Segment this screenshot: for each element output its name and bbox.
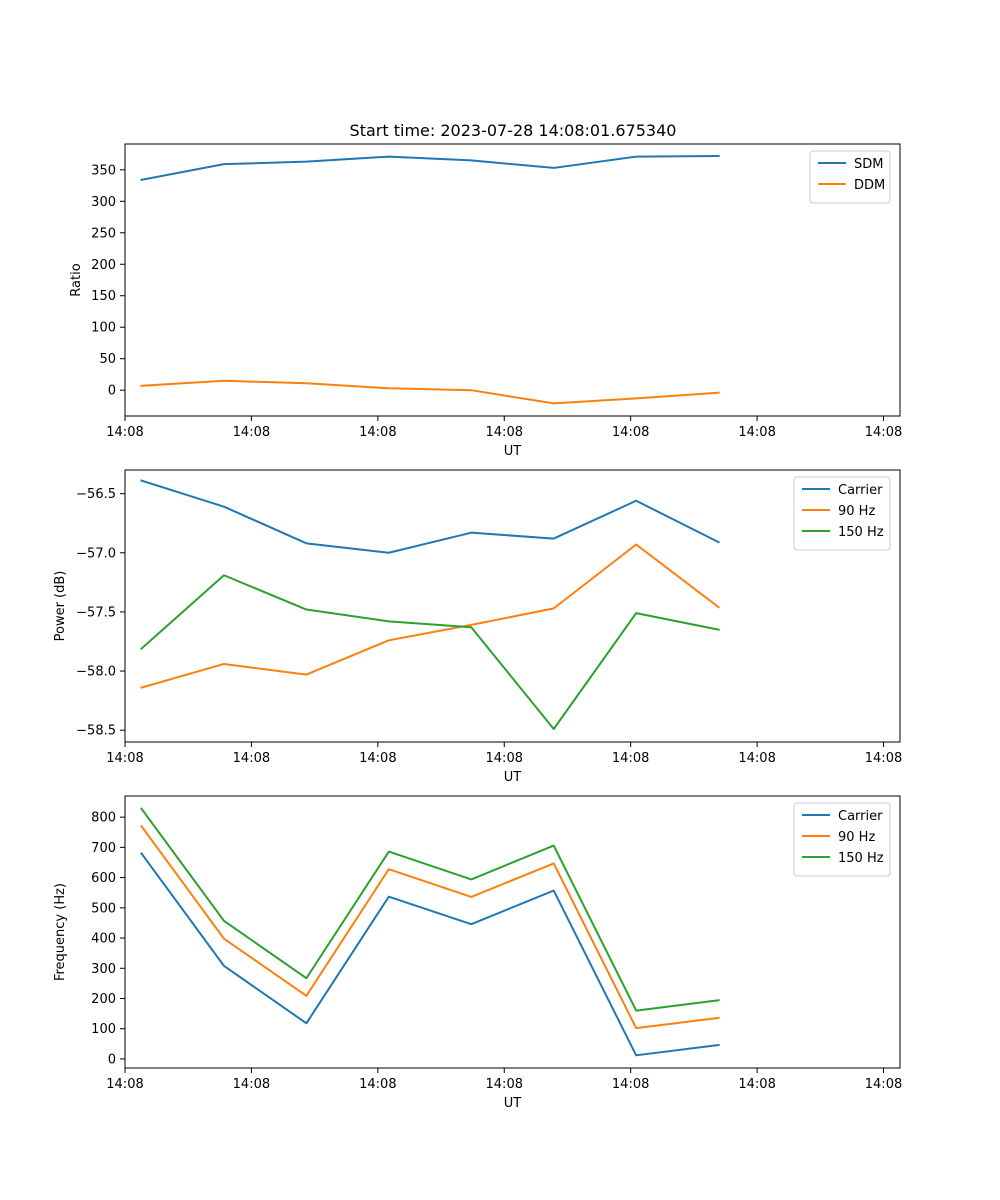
x-tick-label: 14:08 bbox=[233, 425, 270, 440]
y-axis-label: Power (dB) bbox=[53, 571, 68, 642]
y-tick-label: 0 bbox=[108, 384, 116, 399]
chart-panel-1: 14:08 14:08 14:08 14:08 14:08 14:08 14:08 0 50 10… bbox=[69, 143, 902, 459]
x-tick-label: 14:08 bbox=[612, 425, 649, 440]
chart-panel-3: 14:08 14:08 14:08 14:08 14:08 14:08 14:08 0 100 2… bbox=[53, 795, 902, 1111]
y-tick-label: 300 bbox=[91, 195, 116, 210]
x-axis-label: UT bbox=[504, 1096, 522, 1111]
x-tick-label: 14:08 bbox=[486, 751, 523, 766]
y-tick-label: 600 bbox=[91, 871, 116, 886]
y-tick-label: 500 bbox=[91, 901, 116, 916]
legend-label: 90 Hz bbox=[838, 830, 875, 845]
x-tick-label: 14:08 bbox=[106, 1077, 143, 1092]
x-tick-label: 14:08 bbox=[865, 1077, 902, 1092]
x-axis-label: UT bbox=[504, 770, 522, 785]
x-tick-label: 14:08 bbox=[359, 1077, 396, 1092]
series-line-150-hz bbox=[140, 807, 720, 1012]
x-tick-label: 14:08 bbox=[865, 425, 902, 440]
series-line-150-hz bbox=[140, 574, 720, 730]
series-line-90-hz bbox=[140, 824, 720, 1030]
x-axis-label: UT bbox=[504, 444, 522, 459]
x-tick-label: 14:08 bbox=[106, 751, 143, 766]
legend-label: SDM bbox=[854, 157, 883, 172]
series-line-ddm bbox=[140, 379, 720, 405]
y-tick-label: 100 bbox=[91, 1022, 116, 1037]
y-tick-label: −58.5 bbox=[76, 724, 116, 739]
y-tick-label: 800 bbox=[91, 811, 116, 826]
axes-frame bbox=[124, 795, 901, 1069]
legend-label: 90 Hz bbox=[838, 504, 875, 519]
y-tick-label: −57.0 bbox=[76, 546, 116, 561]
x-tick-label: 14:08 bbox=[359, 751, 396, 766]
y-tick-label: 50 bbox=[99, 352, 116, 367]
y-tick-label: 400 bbox=[91, 932, 116, 947]
legend: Carrier 90 Hz 150 Hz bbox=[793, 802, 891, 877]
legend-label: Carrier bbox=[838, 809, 883, 824]
series-line-carrier bbox=[140, 852, 720, 1057]
x-tick-label: 14:08 bbox=[233, 1077, 270, 1092]
y-tick-label: 250 bbox=[91, 226, 116, 241]
y-axis-label: Frequency (Hz) bbox=[53, 883, 68, 981]
legend-label: Carrier bbox=[838, 483, 883, 498]
y-tick-label: 100 bbox=[91, 321, 116, 336]
y-tick-label: 300 bbox=[91, 962, 116, 977]
y-tick-label: 200 bbox=[91, 258, 116, 273]
x-tick-label: 14:08 bbox=[612, 1077, 649, 1092]
legend-label: DDM bbox=[854, 178, 885, 193]
x-tick-label: 14:08 bbox=[865, 751, 902, 766]
legend-label: 150 Hz bbox=[838, 525, 884, 540]
y-tick-label: −58.0 bbox=[76, 665, 116, 680]
series-line-sdm bbox=[140, 154, 720, 182]
y-tick-label: 200 bbox=[91, 992, 116, 1007]
y-tick-label: 150 bbox=[91, 289, 116, 304]
y-tick-label: 350 bbox=[91, 163, 116, 178]
legend-label: 150 Hz bbox=[838, 851, 884, 866]
x-tick-label: 14:08 bbox=[738, 1077, 775, 1092]
y-tick-label: −57.5 bbox=[76, 605, 116, 620]
x-tick-label: 14:08 bbox=[738, 425, 775, 440]
x-tick-label: 14:08 bbox=[106, 425, 143, 440]
x-tick-label: 14:08 bbox=[486, 425, 523, 440]
x-tick-label: 14:08 bbox=[233, 751, 270, 766]
series-line-carrier bbox=[140, 479, 720, 554]
axes-frame bbox=[124, 143, 901, 417]
y-tick-label: −56.5 bbox=[76, 487, 116, 502]
y-tick-label: 0 bbox=[108, 1052, 116, 1067]
chart-panel-2: 14:08 14:08 14:08 14:08 14:08 14:08 14:08 −56.5… bbox=[53, 469, 902, 785]
x-tick-label: 14:08 bbox=[738, 751, 775, 766]
x-tick-label: 14:08 bbox=[612, 751, 649, 766]
figure-title: Start time: 2023-07-28 14:08:01.675340 bbox=[350, 121, 677, 140]
legend: Carrier 90 Hz 150 Hz bbox=[793, 476, 891, 551]
y-axis-label: Ratio bbox=[69, 263, 84, 296]
axes-frame bbox=[124, 469, 901, 743]
x-tick-label: 14:08 bbox=[486, 1077, 523, 1092]
x-tick-label: 14:08 bbox=[359, 425, 396, 440]
series-line-90-hz bbox=[140, 543, 721, 689]
y-tick-label: 700 bbox=[91, 841, 116, 856]
legend: SDM DDM bbox=[809, 150, 891, 204]
